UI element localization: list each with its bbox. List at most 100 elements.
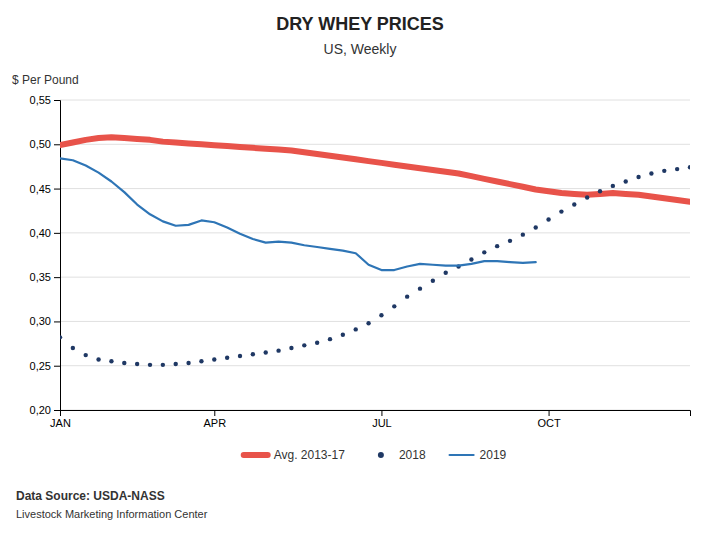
y-axis-line bbox=[54, 101, 61, 411]
series-point bbox=[495, 244, 499, 248]
y-tick-mark bbox=[54, 233, 60, 234]
annotation: Data Source: USDA-NASS bbox=[16, 489, 165, 503]
grid bbox=[60, 100, 690, 410]
series-point bbox=[96, 357, 100, 361]
series-point bbox=[366, 321, 370, 325]
series-point bbox=[238, 354, 242, 358]
y-tick: 0,55 bbox=[30, 94, 60, 106]
series-point bbox=[624, 179, 628, 183]
x-tick: OCT bbox=[537, 410, 561, 429]
series-line bbox=[60, 158, 536, 270]
legend-label: 2019 bbox=[480, 448, 507, 462]
x-axis-line bbox=[61, 411, 691, 417]
y-tick-label: 0,45 bbox=[30, 183, 51, 195]
series-point bbox=[109, 359, 113, 363]
series-point bbox=[482, 250, 486, 254]
series-point bbox=[379, 313, 383, 317]
series-point bbox=[135, 362, 139, 366]
y-axis: 0,20 0,25 0,30 0,35 0,40 0,45 0,50 0,55 bbox=[30, 94, 61, 416]
x-tick-mark bbox=[60, 410, 61, 416]
y-tick: 0,20 bbox=[30, 404, 60, 416]
series-point bbox=[341, 333, 345, 337]
legend-swatch bbox=[378, 452, 384, 458]
x-tick: JUL bbox=[372, 410, 392, 429]
series-point bbox=[161, 363, 165, 367]
plot-area: 0,20 0,25 0,30 0,35 0,40 0,45 0,50 0,55 JAN APR JU… bbox=[30, 94, 693, 429]
y-tick: 0,35 bbox=[30, 271, 60, 283]
y-tick-mark bbox=[54, 410, 60, 411]
series-point bbox=[199, 359, 203, 363]
y-tick: 0,25 bbox=[30, 360, 60, 372]
marks bbox=[60, 137, 690, 367]
y-tick-mark bbox=[54, 277, 60, 278]
series-point bbox=[521, 232, 525, 236]
x-tick-mark bbox=[214, 410, 215, 416]
subtitle: US, Weekly bbox=[324, 41, 397, 57]
y-tick: 0,50 bbox=[30, 138, 60, 150]
series-point bbox=[688, 165, 690, 169]
series-point bbox=[84, 353, 88, 357]
grid-line bbox=[60, 365, 690, 366]
series-point bbox=[444, 271, 448, 275]
legend-label: Avg. 2013-17 bbox=[274, 448, 345, 462]
x-tick: APR bbox=[203, 410, 226, 429]
series-point bbox=[315, 340, 319, 344]
series-point bbox=[585, 195, 589, 199]
series-point bbox=[289, 346, 293, 350]
y-tick-mark bbox=[54, 100, 60, 101]
series bbox=[60, 137, 690, 202]
series-point bbox=[212, 357, 216, 361]
x-tick-label: JAN bbox=[50, 417, 71, 429]
x-tick-mark bbox=[549, 410, 550, 416]
x-tick-mark bbox=[381, 410, 382, 416]
series-point bbox=[418, 286, 422, 290]
series-point bbox=[302, 343, 306, 347]
legend-swatch bbox=[244, 452, 268, 458]
y-tick-mark bbox=[54, 144, 60, 145]
grid-line bbox=[60, 321, 690, 322]
series-point bbox=[354, 327, 358, 331]
grid-line bbox=[60, 100, 690, 101]
grid-line bbox=[60, 144, 690, 145]
series-point bbox=[636, 175, 640, 179]
y-tick: 0,40 bbox=[30, 227, 60, 239]
y-tick-mark bbox=[54, 366, 60, 367]
grid-line bbox=[60, 277, 690, 278]
y-axis-title: $ Per Pound bbox=[12, 73, 79, 87]
y-tick-mark bbox=[54, 321, 60, 322]
series-point bbox=[174, 362, 178, 366]
series-point bbox=[598, 189, 602, 193]
chart: DRY WHEY PRICESUS, Weekly$ Per Pound0,20… bbox=[0, 0, 720, 540]
series-point bbox=[186, 361, 190, 365]
x-tick-label: APR bbox=[203, 417, 226, 429]
series-point bbox=[148, 363, 152, 367]
series-point bbox=[534, 225, 538, 229]
y-tick-label: 0,30 bbox=[30, 315, 51, 327]
series-point bbox=[611, 184, 615, 188]
y-tick-label: 0,50 bbox=[30, 138, 51, 150]
legend-item: 2019 bbox=[450, 448, 507, 462]
series-point bbox=[60, 335, 62, 339]
grid-line bbox=[60, 188, 690, 189]
y-tick-label: 0,20 bbox=[30, 404, 51, 416]
series-point bbox=[662, 169, 666, 173]
y-tick-label: 0,40 bbox=[30, 227, 51, 239]
y-tick-label: 0,55 bbox=[30, 94, 51, 106]
y-tick: 0,30 bbox=[30, 315, 60, 327]
series-point bbox=[508, 239, 512, 243]
series-point bbox=[649, 171, 653, 175]
series-point bbox=[276, 348, 280, 352]
series-line bbox=[60, 137, 690, 202]
y-tick-mark bbox=[54, 189, 60, 190]
annotation: Livestock Marketing Information Center bbox=[16, 508, 208, 520]
series-point bbox=[572, 202, 576, 206]
x-tick: JAN bbox=[50, 410, 71, 429]
legend-item: Avg. 2013-17 bbox=[244, 448, 345, 462]
series-point bbox=[122, 361, 126, 365]
legend-item: 2018 bbox=[378, 448, 426, 462]
series bbox=[60, 165, 690, 367]
x-axis: JAN APR JUL OCT bbox=[50, 410, 690, 429]
series-point bbox=[328, 337, 332, 341]
series-point bbox=[251, 352, 255, 356]
legend-swatch bbox=[450, 454, 474, 456]
